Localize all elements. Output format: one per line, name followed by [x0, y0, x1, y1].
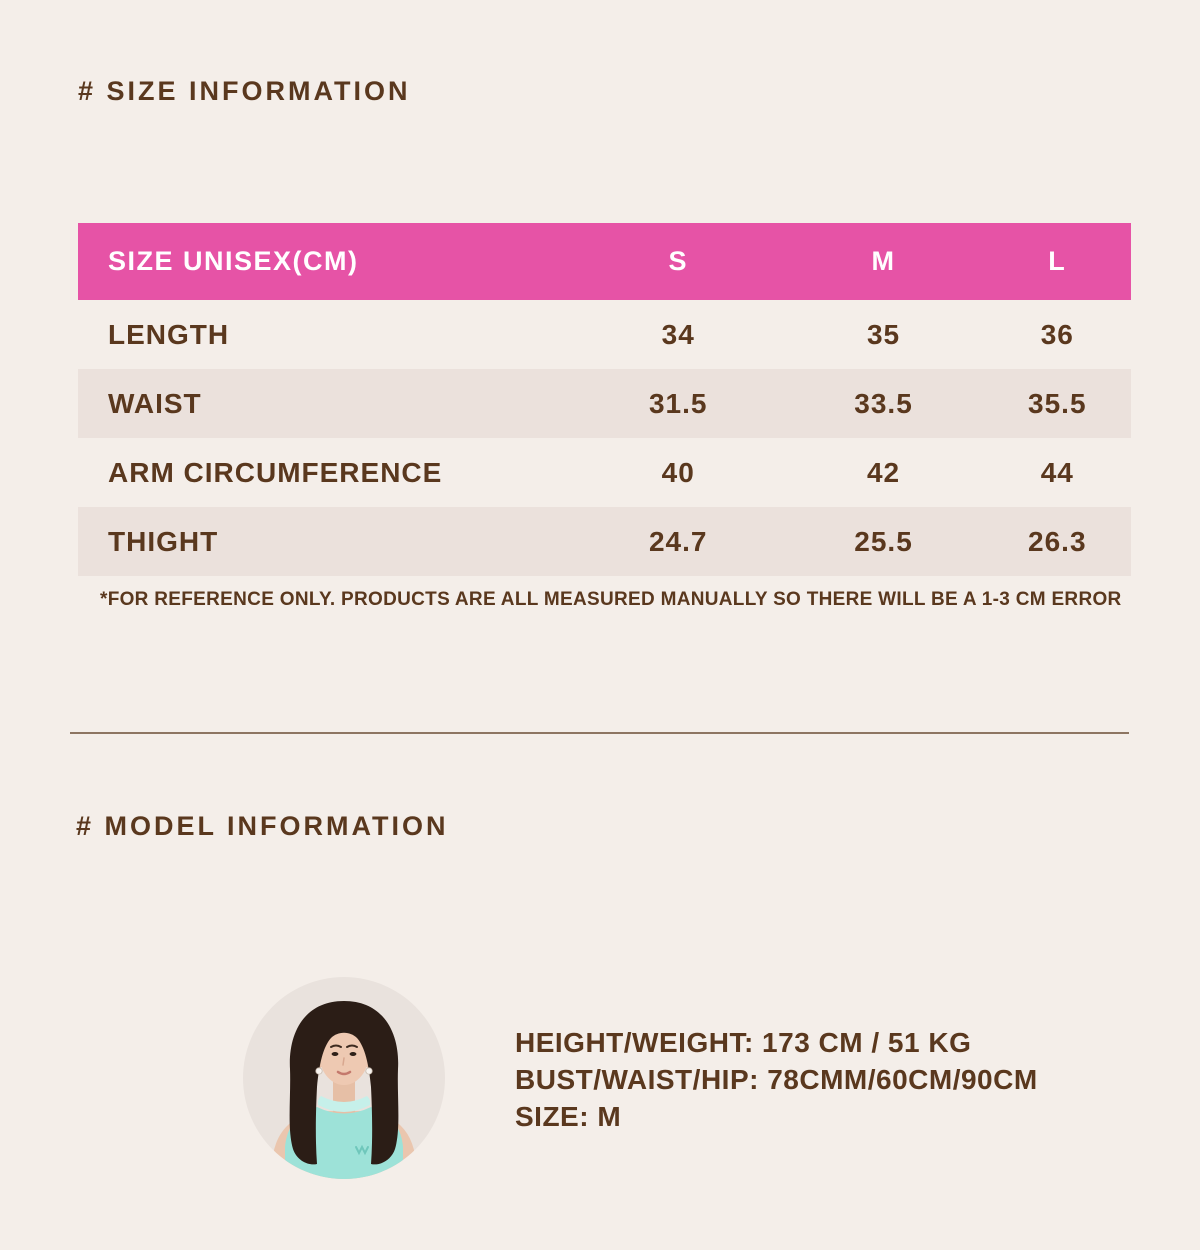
table-row-thight: THIGHT 24.7 25.5 26.3 [78, 507, 1131, 576]
size-table-corner-header: SIZE UNISEX(CM) [78, 223, 573, 300]
model-information-heading: # MODEL INFORMATION [76, 811, 449, 841]
row-label: WAIST [108, 387, 202, 419]
size-column-header-s: S [572, 223, 784, 300]
row-label: LENGTH [108, 318, 230, 350]
model-info-line-height-weight: HEIGHT/WEIGHT: 173 CM / 51 KG [515, 1027, 972, 1058]
size-column-header-m: M [783, 223, 984, 300]
model-photo [243, 977, 445, 1179]
size-value: 35 [866, 318, 901, 350]
size-value: 26.3 [1028, 525, 1087, 557]
table-row-waist: WAIST 31.5 33.5 35.5 [78, 369, 1131, 438]
size-value: 40 [661, 456, 695, 488]
model-info-line-size: SIZE: M [515, 1101, 622, 1132]
reference-note: *FOR REFERENCE ONLY. PRODUCTS ARE ALL ME… [100, 589, 1122, 610]
model-portrait-icon [273, 1001, 415, 1179]
size-value: 42 [866, 456, 901, 488]
size-value: 34 [661, 318, 695, 350]
size-value: 35.5 [1028, 387, 1087, 419]
model-info-text: HEIGHT/WEIGHT: 173 CM / 51 KG BUST/WAIST… [515, 1024, 1038, 1135]
size-value: 31.5 [648, 387, 708, 419]
table-row-arm-circumference: ARM CIRCUMFERENCE 40 42 44 [78, 438, 1131, 507]
size-value: 44 [1040, 456, 1074, 488]
row-label: THIGHT [108, 525, 219, 557]
size-information-heading: # SIZE INFORMATION [78, 76, 411, 106]
section-divider [70, 732, 1129, 734]
size-value: 25.5 [854, 525, 913, 557]
size-value: 33.5 [854, 387, 913, 419]
size-table: SIZE UNISEX(CM) S M L LENGTH 34 35 36 WA… [78, 223, 1131, 576]
size-table-header-row: SIZE UNISEX(CM) S M L [78, 223, 1131, 300]
row-label: ARM CIRCUMFERENCE [108, 456, 443, 488]
table-row-length: LENGTH 34 35 36 [78, 300, 1131, 369]
size-value: 36 [1040, 318, 1074, 350]
size-value: 24.7 [648, 525, 708, 557]
model-info-line-bust-waist-hip: BUST/WAIST/HIP: 78CMM/60CM/90CM [515, 1064, 1038, 1095]
size-column-header-l: L [983, 223, 1131, 300]
